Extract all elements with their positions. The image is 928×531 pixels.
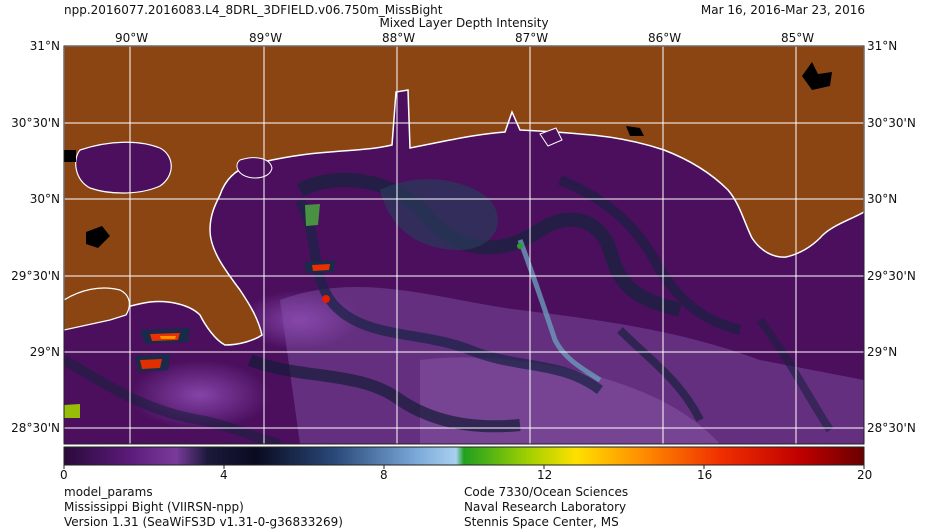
colorbar-ticks bbox=[63, 465, 865, 469]
lon-label: 88°W bbox=[382, 31, 416, 45]
map-title: Mixed Layer Depth Intensity bbox=[379, 16, 549, 30]
product-filename: npp.2016077.2016083.L4_8DRL_3DFIELD.v06.… bbox=[64, 3, 443, 17]
footer-code: Code 7330/Ocean Sciences bbox=[464, 485, 629, 499]
colorbar-label: 8 bbox=[380, 468, 388, 482]
footer-lab: Naval Research Laboratory bbox=[464, 500, 627, 514]
footer-params: model_params bbox=[64, 485, 153, 499]
colorbar-label: 16 bbox=[697, 468, 713, 482]
footer-location: Stennis Space Center, MS bbox=[464, 515, 619, 529]
footer-region: Mississippi Bight (VIIRSN-npp) bbox=[64, 500, 244, 514]
delta bbox=[64, 287, 130, 331]
colorbar bbox=[63, 446, 865, 466]
lon-label: 89°W bbox=[249, 31, 283, 45]
lat-label-right: 31°N bbox=[867, 39, 898, 53]
lon-label: 86°W bbox=[648, 31, 682, 45]
lat-label-left: 31°N bbox=[29, 39, 60, 53]
colorbar-label: 0 bbox=[60, 468, 68, 482]
lat-label-right: 30°N bbox=[867, 192, 898, 206]
lon-label: 87°W bbox=[515, 31, 549, 45]
colorbar-label: 12 bbox=[537, 468, 553, 482]
lat-label-left: 30°N bbox=[29, 192, 60, 206]
lat-label-right: 29°30'N bbox=[867, 269, 916, 283]
lat-label-right: 29°N bbox=[867, 345, 898, 359]
footer-version: Version 1.31 (SeaWiFS3D v1.31-0-g3683326… bbox=[64, 515, 343, 529]
lat-label-right: 28°30'N bbox=[867, 421, 916, 435]
lon-label: 85°W bbox=[781, 31, 815, 45]
date-range: Mar 16, 2016-Mar 23, 2016 bbox=[700, 3, 865, 17]
colorbar-label: 20 bbox=[857, 468, 873, 482]
lat-label-right: 30°30'N bbox=[867, 116, 916, 130]
colorbar-label: 4 bbox=[220, 468, 228, 482]
lat-label-left: 28°30'N bbox=[11, 421, 60, 435]
inland-lake bbox=[75, 141, 172, 194]
lon-label: 90°W bbox=[115, 31, 149, 45]
lat-label-left: 30°30'N bbox=[11, 116, 60, 130]
lat-label-left: 29°30'N bbox=[11, 269, 60, 283]
lat-label-left: 29°N bbox=[29, 345, 60, 359]
map-frame bbox=[63, 45, 865, 445]
